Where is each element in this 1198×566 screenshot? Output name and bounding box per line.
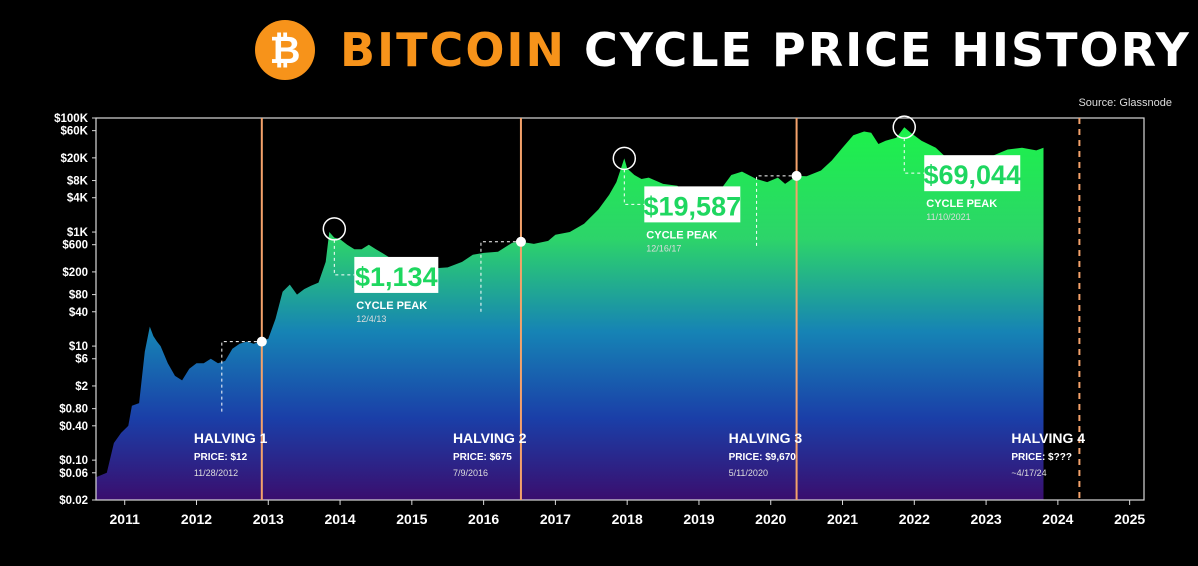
y-tick-label: $0.06: [59, 468, 88, 480]
peak-leader: [333, 239, 355, 276]
peak-price: $19,587: [644, 191, 742, 221]
halving-point: [256, 336, 267, 347]
peak-label: CYCLE PEAK: [646, 229, 717, 241]
halving-point: [515, 236, 526, 247]
peak-date: 11/10/2021: [926, 212, 970, 222]
x-tick-label: 2017: [540, 511, 571, 527]
peak-leader: [623, 169, 645, 205]
x-tick-label: 2025: [1114, 511, 1145, 527]
halving-date: 11/28/2012: [194, 468, 238, 478]
x-tick-label: 2015: [396, 511, 427, 527]
peak-price: $1,134: [355, 262, 438, 292]
peak-price-box: [354, 256, 439, 293]
title-accent: BITCOIN: [340, 23, 567, 77]
y-tick-label: $600: [62, 240, 88, 252]
peak-price: $69,044: [923, 160, 1021, 190]
peak-leader: [903, 138, 925, 174]
x-tick-label: 2020: [755, 511, 786, 527]
halving-price: PRICE: $12: [194, 452, 248, 463]
y-tick-label: $2: [75, 381, 88, 393]
halving-date: 7/9/2016: [453, 468, 488, 478]
halving-price: PRICE: $9,670: [729, 452, 797, 463]
peak-date: 12/16/17: [646, 243, 681, 253]
y-tick-label: $0.10: [59, 455, 88, 467]
y-tick-label: $6: [75, 354, 88, 366]
title-rest: CYCLE PRICE HISTORY: [584, 23, 1191, 77]
halving-leader: [480, 241, 521, 312]
source-note: Source: Glassnode: [1078, 97, 1172, 109]
halving-label: HALVING 2: [453, 430, 527, 446]
header: ₿ BITCOIN CYCLE PRICE HISTORY: [0, 14, 1198, 94]
x-tick-label: 2023: [971, 511, 1002, 527]
peak-price-box: [644, 186, 741, 223]
x-tick-label: 2011: [110, 511, 141, 527]
y-tick-label: $8K: [67, 176, 89, 188]
y-tick-label: $100K: [54, 113, 89, 125]
halving-date: ~4/17/24: [1011, 468, 1046, 478]
halving-leader: [756, 175, 797, 246]
y-tick-label: $4K: [67, 193, 89, 205]
halving-label: HALVING 4: [1011, 430, 1085, 446]
x-tick-label: 2012: [181, 511, 212, 527]
y-tick-label: $80: [69, 290, 88, 302]
y-tick-label: $60K: [61, 126, 89, 138]
bitcoin-logo-glyph: ₿: [270, 30, 301, 72]
halving-point: [791, 170, 802, 181]
y-tick-label: $10: [69, 341, 88, 353]
halving-date: 5/11/2020: [729, 468, 768, 478]
x-tick-label: 2024: [1042, 511, 1073, 527]
halving-leader: [221, 341, 262, 412]
x-tick-label: 2016: [468, 511, 499, 527]
halving-price: PRICE: $???: [1011, 452, 1072, 463]
x-tick-label: 2021: [827, 511, 858, 527]
halving-label: HALVING 1: [194, 430, 268, 446]
peak-marker: [322, 217, 347, 241]
peak-label: CYCLE PEAK: [356, 300, 427, 312]
halving-price: PRICE: $675: [453, 452, 512, 463]
y-tick-label: $0.02: [59, 495, 88, 507]
x-tick-label: 2018: [612, 511, 643, 527]
peak-date: 12/4/13: [356, 314, 386, 324]
plot-frame: [95, 117, 1145, 501]
x-tick-label: 2022: [899, 511, 930, 527]
y-tick-label: $0.40: [59, 421, 88, 433]
peak-label: CYCLE PEAK: [926, 198, 997, 210]
x-tick-label: 2013: [253, 511, 284, 527]
x-tick-label: 2014: [324, 511, 355, 527]
price-area: [96, 127, 1044, 500]
y-tick-label: $0.80: [59, 404, 88, 416]
y-tick-label: $40: [69, 307, 88, 319]
y-tick-label: $200: [62, 267, 88, 279]
page-title: BITCOIN CYCLE PRICE HISTORY: [340, 20, 1191, 80]
y-tick-label: $20K: [61, 153, 89, 165]
x-tick-label: 2019: [683, 511, 714, 527]
peak-price-box: [924, 155, 1021, 192]
y-tick-label: $1K: [67, 227, 89, 239]
halving-label: HALVING 3: [729, 430, 803, 446]
bitcoin-logo-icon: ₿: [255, 20, 315, 80]
